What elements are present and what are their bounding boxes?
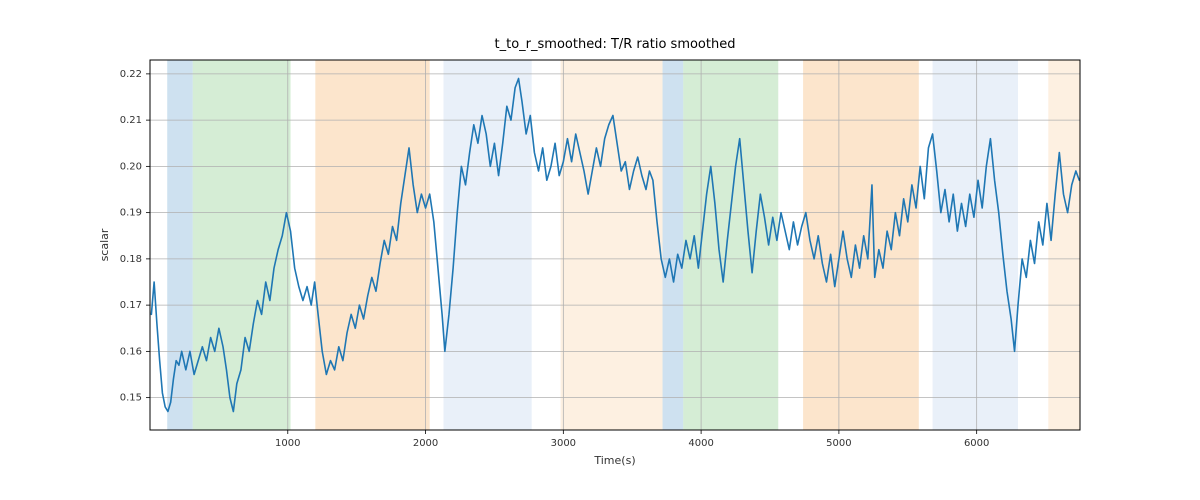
shaded-band <box>933 60 1018 430</box>
y-axis-label: scalar <box>98 228 111 261</box>
x-tick-label: 4000 <box>688 438 713 449</box>
shaded-band <box>167 60 192 430</box>
x-axis-label: Time(s) <box>593 454 635 467</box>
x-tick-label: 5000 <box>826 438 851 449</box>
x-tick-label: 6000 <box>964 438 989 449</box>
shaded-band <box>443 60 531 430</box>
y-tick-label: 0.16 <box>120 346 142 357</box>
y-tick-label: 0.21 <box>120 115 142 126</box>
x-tick-label: 3000 <box>551 438 576 449</box>
shaded-band <box>1048 60 1080 430</box>
y-tick-label: 0.22 <box>120 69 142 80</box>
shaded-band <box>193 60 291 430</box>
chart-title: t_to_r_smoothed: T/R ratio smoothed <box>495 37 736 52</box>
x-tick-label: 1000 <box>275 438 300 449</box>
y-tick-label: 0.19 <box>120 208 142 219</box>
x-tick-label: 2000 <box>413 438 438 449</box>
shaded-band <box>663 60 684 430</box>
shaded-band <box>561 60 663 430</box>
chart-container: 1000 2000 3000 4000 5000 6000 0.15 0.16 0.17 0.18… <box>0 0 1200 500</box>
y-tick-label: 0.18 <box>120 254 142 265</box>
y-tick-label: 0.17 <box>120 300 142 311</box>
shaded-band <box>315 60 429 430</box>
plot-area <box>150 60 1080 430</box>
shaded-band <box>683 60 778 430</box>
line-chart: 1000 2000 3000 4000 5000 6000 0.15 0.16 0.17 0.18… <box>0 0 1200 500</box>
y-tick-label: 0.20 <box>120 161 142 172</box>
y-tick-label: 0.15 <box>120 393 142 404</box>
shaded-band <box>803 60 919 430</box>
